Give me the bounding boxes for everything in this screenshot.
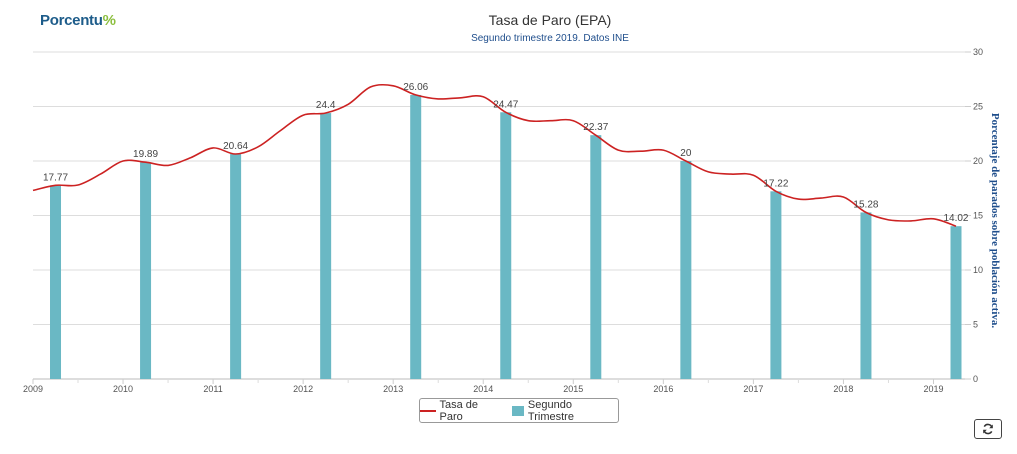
legend: Tasa de Paro Segundo Trimestre [419,398,619,423]
data-label: 14.02 [943,213,968,224]
data-label: 19.89 [133,149,158,160]
bar [860,212,872,379]
y-tick-label: 15 [973,211,983,221]
y-tick-label: 0 [973,374,978,384]
bar [410,94,422,380]
bar [590,135,602,379]
y-tick-label: 20 [973,156,983,166]
legend-bar-swatch [512,405,524,416]
bar [140,162,152,379]
data-label: 24.4 [316,100,336,111]
data-label: 15.28 [853,199,878,210]
x-tick-label: 2011 [203,384,222,394]
data-label: 20.64 [223,141,248,152]
x-tick-label: 2012 [293,384,313,394]
chart-title: Tasa de Paro (EPA) [488,12,612,28]
bar [500,112,512,379]
series-line [32,83,957,227]
bar [230,154,242,379]
legend-item-line[interactable]: Tasa de Paro [420,399,502,423]
logo-accent: % [102,12,116,29]
legend-label-bars: Segundo Trimestre [527,398,574,423]
data-label: 20 [680,148,692,159]
x-tick-label: 2019 [923,384,943,394]
data-label: 26.06 [403,82,428,93]
x-tick-label: 2014 [473,384,493,394]
x-tick-label: 2016 [653,384,673,394]
x-tick-label: 2015 [563,384,583,394]
x-tick-label: 2009 [23,384,43,394]
refresh-icon [983,423,993,435]
x-tick-label: 2018 [833,384,853,394]
refresh-button[interactable] [974,419,1002,439]
y-tick-label: 25 [973,102,983,112]
data-label: 17.77 [43,172,68,183]
bar [320,113,332,379]
bar [770,191,782,379]
chart-subtitle: Segundo trimestre 2019. Datos INE [471,33,629,44]
y-tick-label: 30 [973,47,983,57]
y-tick-label: 5 [973,320,978,330]
y-tick-label: 10 [973,265,983,275]
x-tick-label: 2013 [383,384,403,394]
bar [50,185,62,379]
data-label: 24.47 [493,99,518,110]
data-label: 17.22 [763,178,788,189]
y-axis-label: Porcentaje de parados sobre población ac… [989,113,1001,329]
legend-item-bars[interactable]: Segundo Trimestre [512,399,618,423]
logo-text: Porcentu [40,12,103,29]
data-label: 22.37 [583,122,608,133]
legend-label-line: Tasa de Paro [439,398,479,423]
bar [950,226,962,379]
legend-line-swatch [420,409,436,412]
bar [680,161,692,379]
logo: Porcentu% [40,12,116,29]
x-tick-label: 2010 [113,384,133,394]
x-tick-label: 2017 [743,384,763,394]
